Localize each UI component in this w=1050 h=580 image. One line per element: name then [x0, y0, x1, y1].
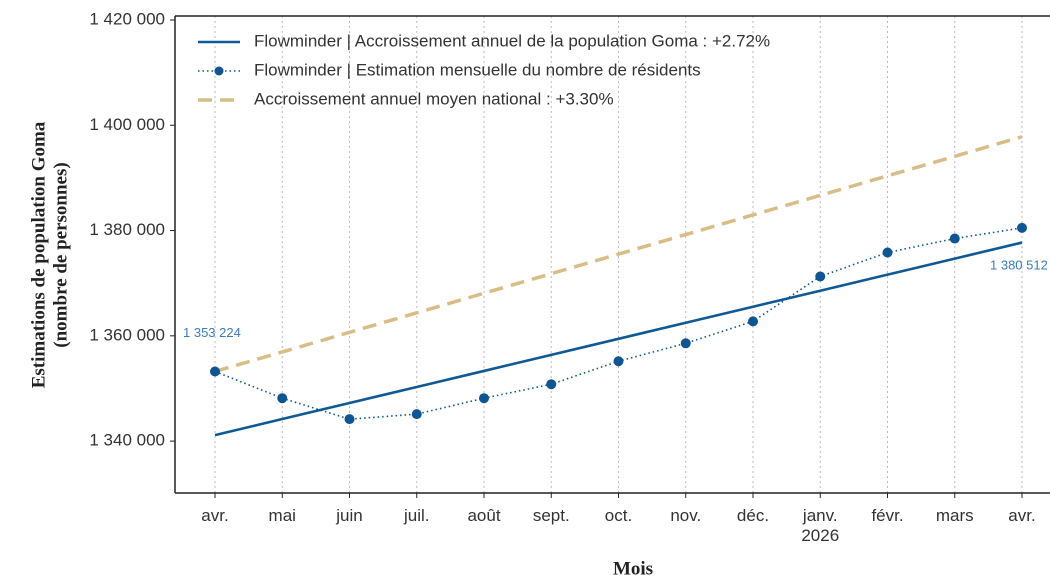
- x-axis-label: Mois: [613, 558, 653, 579]
- value-label: 1 380 512: [990, 257, 1048, 272]
- y-tick-label: 1 380 000: [89, 220, 165, 239]
- marker: [949, 233, 960, 244]
- marker: [411, 409, 422, 420]
- x-tick-label: sept.: [532, 506, 570, 525]
- x-tick-label: avr.: [1008, 506, 1036, 525]
- marker: [210, 366, 220, 377]
- marker: [344, 414, 355, 425]
- x-tick-label: oct.: [604, 506, 633, 525]
- x-tick-label: mars: [935, 506, 974, 525]
- legend-marker: [214, 66, 224, 76]
- marker: [680, 338, 691, 349]
- y-tick-label: 1 400 000: [89, 115, 165, 134]
- x-tick-label: juil.: [403, 506, 430, 525]
- legend-label: Flowminder | Estimation mensuelle du nom…: [254, 60, 701, 79]
- x-tick-label: janv. 2026: [801, 506, 840, 545]
- series-line: [214, 241, 1023, 437]
- y-tick-label: 1 360 000: [89, 325, 165, 344]
- marker: [479, 393, 489, 404]
- x-tick-label: déc.: [736, 506, 770, 525]
- marker: [277, 393, 288, 404]
- x-tick-label: févr.: [871, 506, 904, 525]
- marker: [882, 247, 893, 258]
- x-tick-label: nov.: [670, 506, 702, 525]
- x-tick-label: avr.: [201, 506, 229, 525]
- legend-label: Accroissement annuel moyen national : +3…: [254, 89, 614, 108]
- y-tick-label: 1 340 000: [89, 431, 165, 450]
- x-tick-label: juin: [336, 506, 363, 525]
- marker: [815, 271, 826, 282]
- series-line: [214, 135, 1023, 374]
- y-axis-label: (nombre de personnes): [50, 162, 71, 347]
- value-label: 1 353 224: [183, 325, 241, 340]
- y-tick-label: 1 420 000: [89, 9, 165, 28]
- marker: [748, 316, 758, 327]
- marker: [1017, 222, 1027, 233]
- legend-label: Flowminder | Accroissement annuel de la …: [254, 31, 770, 50]
- marker: [613, 356, 624, 367]
- x-tick-label: août: [467, 506, 501, 525]
- y-axis-label: Estimations de population Goma: [28, 121, 49, 388]
- x-tick-label: mai: [268, 506, 296, 525]
- marker: [546, 379, 557, 390]
